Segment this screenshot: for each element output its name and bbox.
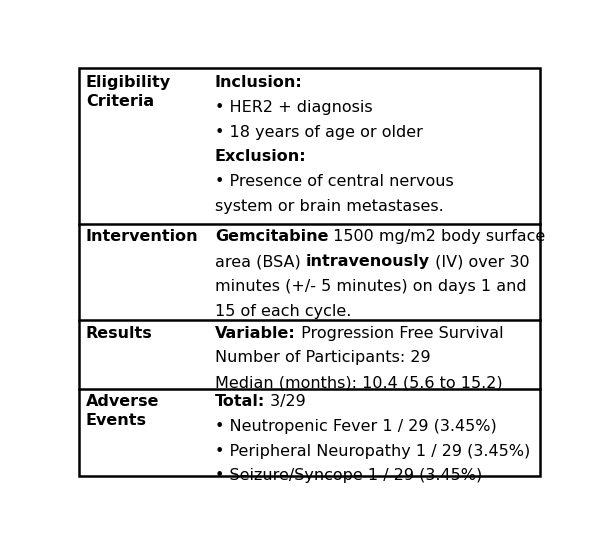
Text: Number of Participants: 29: Number of Participants: 29 [215, 350, 431, 365]
Text: intravenously: intravenously [306, 254, 430, 270]
Text: Median (months): 10.4 (5.6 to 15.2): Median (months): 10.4 (5.6 to 15.2) [215, 376, 503, 390]
Text: Intervention: Intervention [86, 229, 199, 244]
Text: • Seizure/Syncope 1 / 29 (3.45%): • Seizure/Syncope 1 / 29 (3.45%) [215, 469, 482, 484]
Text: • Presence of central nervous: • Presence of central nervous [215, 174, 454, 189]
Text: • 18 years of age or older: • 18 years of age or older [215, 125, 423, 140]
Text: Results: Results [86, 325, 153, 341]
Text: system or brain metastases.: system or brain metastases. [215, 199, 444, 214]
Text: Gemcitabine: Gemcitabine [215, 229, 329, 244]
Text: (IV) over 30: (IV) over 30 [430, 254, 530, 270]
Text: 15 of each cycle.: 15 of each cycle. [215, 304, 352, 319]
Text: • Peripheral Neuropathy 1 / 29 (3.45%): • Peripheral Neuropathy 1 / 29 (3.45%) [215, 444, 530, 458]
Text: • Neutropenic Fever 1 / 29 (3.45%): • Neutropenic Fever 1 / 29 (3.45%) [215, 419, 496, 434]
Text: 1500 mg/m2 body surface: 1500 mg/m2 body surface [329, 229, 546, 244]
Text: Progression Free Survival: Progression Free Survival [296, 325, 503, 341]
Text: 3/29: 3/29 [265, 394, 306, 409]
Text: Exclusion:: Exclusion: [215, 150, 307, 165]
Text: area (BSA): area (BSA) [215, 254, 306, 270]
Text: Eligibility
Criteria: Eligibility Criteria [86, 75, 171, 109]
Text: Inclusion:: Inclusion: [215, 75, 303, 90]
Text: • HER2 + diagnosis: • HER2 + diagnosis [215, 100, 373, 115]
Text: minutes (+/- 5 minutes) on days 1 and: minutes (+/- 5 minutes) on days 1 and [215, 279, 527, 294]
Text: Adverse
Events: Adverse Events [86, 394, 159, 428]
Text: Variable:: Variable: [215, 325, 296, 341]
Text: Total:: Total: [215, 394, 265, 409]
